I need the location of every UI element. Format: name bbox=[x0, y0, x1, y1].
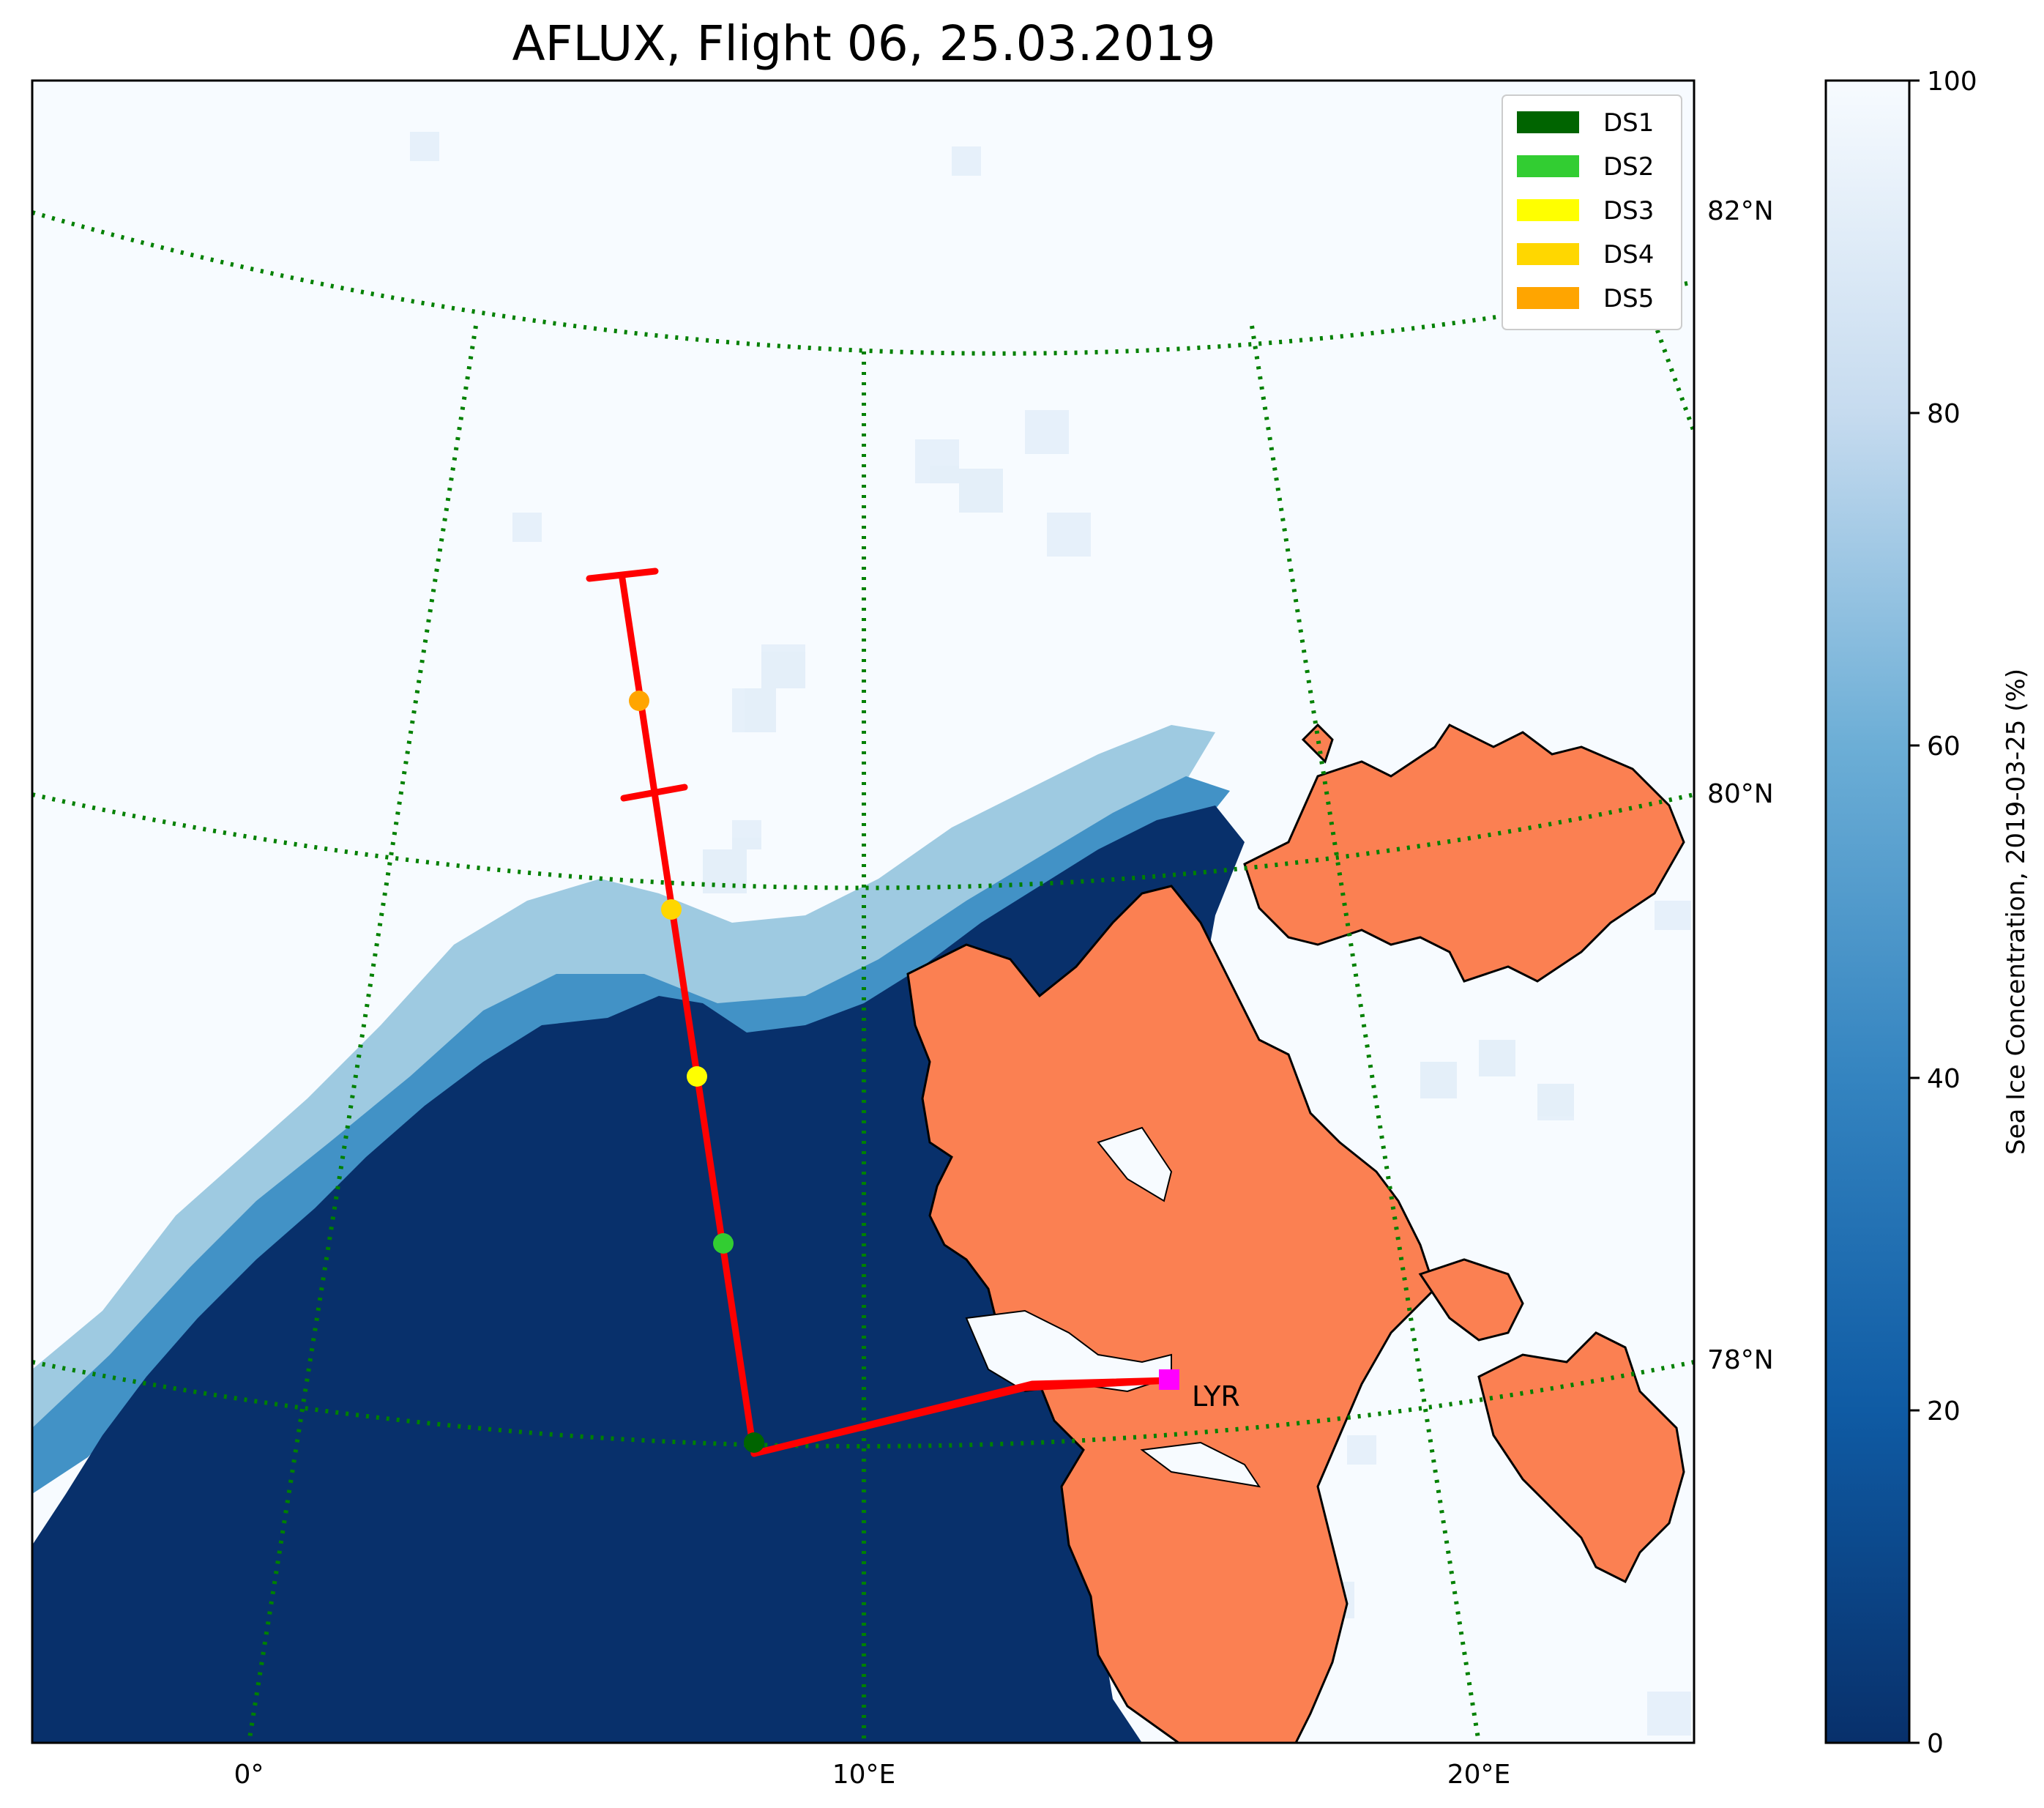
lat-label-80n: 80°N bbox=[1707, 779, 1774, 809]
colorbar-tick-20: 20 bbox=[1927, 1396, 1961, 1426]
colorbar-tick-40: 40 bbox=[1927, 1064, 1961, 1094]
lon-label-0: 0° bbox=[234, 1760, 264, 1790]
colorbar: 0 20 40 60 80 100 Sea Ice Concentration,… bbox=[1824, 67, 2031, 1759]
station-label-lyr: LYR bbox=[1192, 1380, 1240, 1413]
fjords bbox=[965, 1126, 1261, 1488]
legend-swatch-ds4 bbox=[1517, 243, 1579, 265]
legend-swatch-ds2 bbox=[1517, 155, 1579, 177]
svalbard-land bbox=[906, 723, 1685, 1743]
map-area: LYR DS1 DS2 DS3 DS4 DS5 bbox=[32, 81, 1694, 1743]
legend-label-ds5: DS5 bbox=[1603, 284, 1654, 313]
lat-label-78n: 78°N bbox=[1707, 1345, 1774, 1375]
parallel-78n bbox=[32, 1360, 1694, 1448]
dropsonde-ds1 bbox=[744, 1432, 764, 1453]
legend-swatch-ds1 bbox=[1517, 111, 1579, 133]
dropsonde-ds4 bbox=[661, 899, 682, 920]
flight-track bbox=[586, 568, 1174, 1457]
colorbar-tick-60: 60 bbox=[1927, 732, 1961, 762]
legend-label-ds2: DS2 bbox=[1603, 152, 1654, 182]
legend-swatch-ds3 bbox=[1517, 199, 1579, 221]
ice-texture bbox=[410, 132, 1691, 1736]
colorbar-label: Sea Ice Concentration, 2019-03-25 (%) bbox=[2002, 669, 2031, 1155]
lon-label-20e: 20°E bbox=[1447, 1760, 1511, 1790]
colorbar-tick-100: 100 bbox=[1927, 67, 1977, 97]
legend: DS1 DS2 DS3 DS4 DS5 bbox=[1502, 94, 1682, 330]
airport-marker-lyr bbox=[1159, 1369, 1179, 1390]
map-title: AFLUX, Flight 06, 25.03.2019 bbox=[512, 15, 1215, 72]
legend-label-ds1: DS1 bbox=[1603, 108, 1654, 138]
legend-label-ds3: DS3 bbox=[1603, 196, 1654, 226]
colorbar-tick-80: 80 bbox=[1927, 399, 1961, 429]
map-frame bbox=[31, 79, 1696, 1744]
legend-swatch-ds5 bbox=[1517, 287, 1579, 309]
dropsonde-ds5 bbox=[629, 691, 649, 711]
parallel-80n bbox=[32, 792, 1694, 890]
marginal-ice-zone bbox=[32, 725, 1230, 1494]
colorbar-gradient bbox=[1824, 79, 1911, 1744]
dropsonde-ds2 bbox=[713, 1233, 734, 1254]
colorbar-tick-0: 0 bbox=[1927, 1729, 1944, 1759]
graticule bbox=[32, 210, 1694, 1743]
legend-label-ds4: DS4 bbox=[1603, 240, 1654, 269]
lat-label-82n: 82°N bbox=[1707, 196, 1774, 226]
dropsonde-ds3 bbox=[687, 1066, 707, 1087]
dropsonde-markers bbox=[629, 691, 764, 1453]
lon-label-10e: 10°E bbox=[832, 1760, 896, 1790]
